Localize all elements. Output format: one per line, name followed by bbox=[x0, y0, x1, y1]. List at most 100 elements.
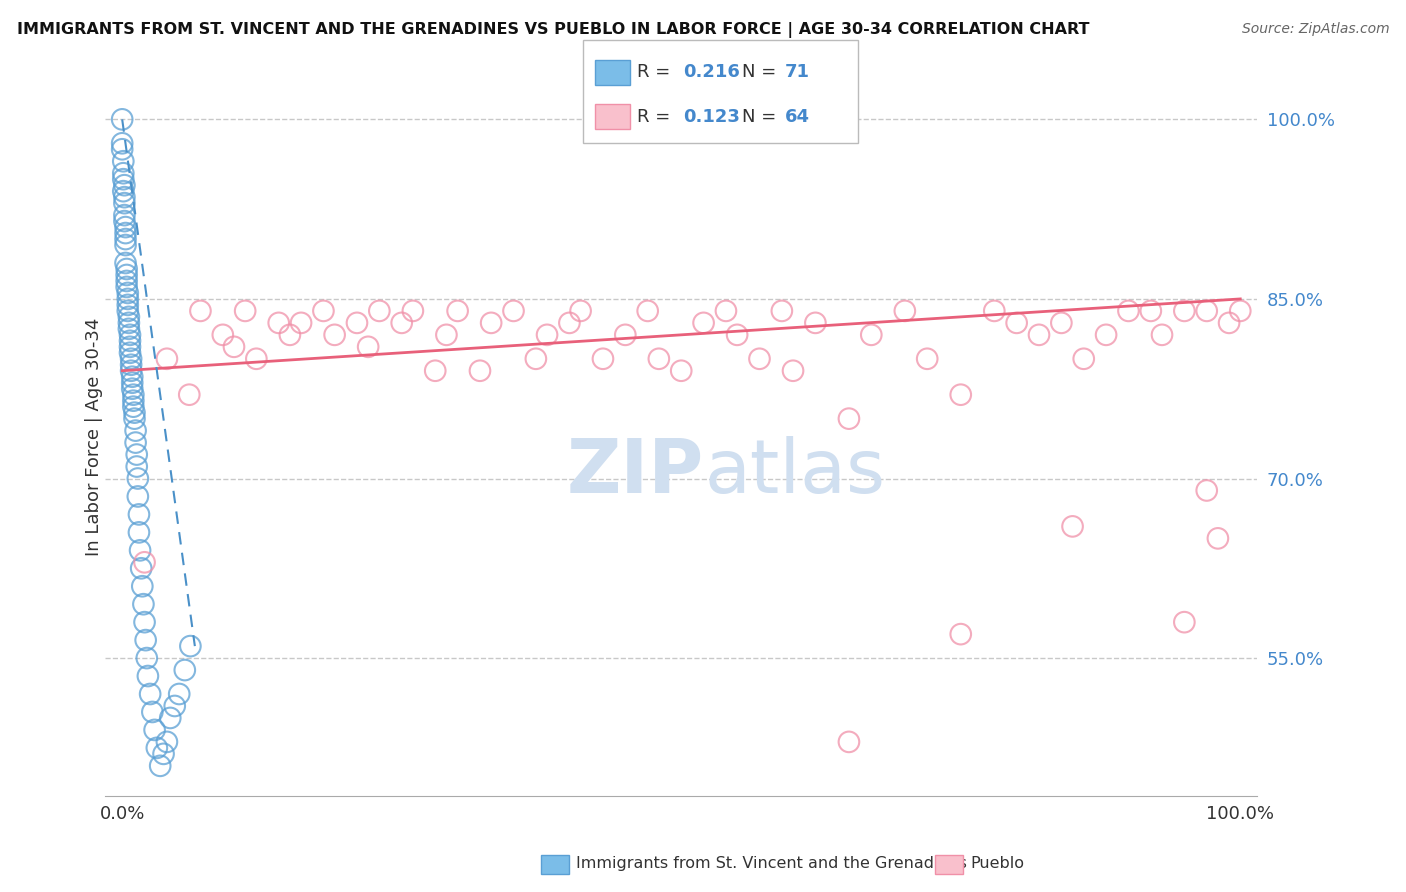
Point bbox=[146, 740, 169, 755]
Point bbox=[117, 292, 139, 306]
Point bbox=[1218, 316, 1240, 330]
Point bbox=[122, 400, 145, 414]
Point bbox=[129, 543, 152, 558]
Point bbox=[149, 759, 172, 773]
Point bbox=[115, 280, 138, 294]
Point bbox=[156, 735, 179, 749]
Text: Source: ZipAtlas.com: Source: ZipAtlas.com bbox=[1241, 22, 1389, 37]
Point bbox=[190, 304, 212, 318]
Point bbox=[112, 190, 135, 204]
Point bbox=[860, 327, 883, 342]
Point bbox=[245, 351, 267, 366]
Text: 64: 64 bbox=[785, 108, 810, 126]
Point bbox=[983, 304, 1005, 318]
Text: Immigrants from St. Vincent and the Grenadines: Immigrants from St. Vincent and the Gren… bbox=[576, 856, 967, 871]
Text: IMMIGRANTS FROM ST. VINCENT AND THE GRENADINES VS PUEBLO IN LABOR FORCE | AGE 30: IMMIGRANTS FROM ST. VINCENT AND THE GREN… bbox=[17, 22, 1090, 38]
Point bbox=[111, 112, 134, 127]
Point bbox=[159, 711, 181, 725]
Point bbox=[278, 327, 301, 342]
Point bbox=[120, 358, 142, 372]
Point bbox=[118, 316, 141, 330]
Point bbox=[121, 376, 143, 390]
Point bbox=[114, 226, 136, 240]
Point bbox=[118, 322, 141, 336]
Point bbox=[124, 424, 146, 438]
Point bbox=[122, 393, 145, 408]
Point bbox=[569, 304, 592, 318]
Text: R =: R = bbox=[637, 63, 676, 81]
Point bbox=[894, 304, 917, 318]
Point bbox=[838, 411, 860, 425]
Point bbox=[136, 669, 159, 683]
Point bbox=[770, 304, 793, 318]
Point bbox=[233, 304, 256, 318]
Point bbox=[139, 687, 162, 701]
Point bbox=[134, 615, 156, 629]
Point bbox=[115, 262, 138, 277]
Point bbox=[425, 364, 447, 378]
Point bbox=[131, 579, 153, 593]
Point bbox=[290, 316, 312, 330]
Point bbox=[120, 364, 142, 378]
Point bbox=[357, 340, 380, 354]
Point bbox=[112, 154, 135, 169]
Point bbox=[1206, 532, 1229, 546]
Text: 0.123: 0.123 bbox=[683, 108, 740, 126]
Point bbox=[648, 351, 671, 366]
Point bbox=[558, 316, 581, 330]
Point bbox=[117, 285, 139, 300]
Point bbox=[132, 597, 155, 611]
Point bbox=[121, 382, 143, 396]
Point bbox=[118, 327, 141, 342]
Point bbox=[1173, 615, 1195, 629]
Y-axis label: In Labor Force | Age 30-34: In Labor Force | Age 30-34 bbox=[86, 318, 103, 556]
Point bbox=[117, 298, 139, 312]
Point bbox=[1173, 304, 1195, 318]
Point bbox=[368, 304, 391, 318]
Point bbox=[112, 208, 135, 222]
Point bbox=[143, 723, 166, 737]
Point bbox=[714, 304, 737, 318]
Point bbox=[637, 304, 659, 318]
Point bbox=[748, 351, 770, 366]
Point bbox=[173, 663, 195, 677]
Point bbox=[436, 327, 458, 342]
Point bbox=[111, 136, 134, 151]
Text: R =: R = bbox=[637, 108, 676, 126]
Text: atlas: atlas bbox=[704, 436, 886, 509]
Point bbox=[323, 327, 346, 342]
Point bbox=[118, 334, 141, 348]
Point bbox=[446, 304, 468, 318]
Point bbox=[115, 274, 138, 288]
Point bbox=[120, 351, 142, 366]
Point bbox=[129, 561, 152, 575]
Point bbox=[167, 687, 190, 701]
Point bbox=[128, 508, 150, 522]
Point bbox=[524, 351, 547, 366]
Point bbox=[391, 316, 413, 330]
Point bbox=[125, 459, 148, 474]
Point bbox=[112, 184, 135, 198]
Text: N =: N = bbox=[742, 108, 782, 126]
Point bbox=[1028, 327, 1050, 342]
Point bbox=[782, 364, 804, 378]
Point bbox=[1050, 316, 1073, 330]
Point bbox=[124, 406, 146, 420]
Text: 0.216: 0.216 bbox=[683, 63, 740, 81]
Point bbox=[725, 327, 748, 342]
Text: N =: N = bbox=[742, 63, 782, 81]
Point bbox=[118, 346, 141, 360]
Point bbox=[163, 698, 186, 713]
Point bbox=[1005, 316, 1028, 330]
Point bbox=[671, 364, 693, 378]
Point bbox=[134, 555, 156, 569]
Point bbox=[179, 639, 201, 653]
Point bbox=[128, 525, 150, 540]
Point bbox=[112, 196, 135, 211]
Point bbox=[915, 351, 938, 366]
Point bbox=[346, 316, 368, 330]
Point bbox=[1062, 519, 1084, 533]
Point bbox=[402, 304, 425, 318]
Point bbox=[536, 327, 558, 342]
Point bbox=[127, 490, 149, 504]
